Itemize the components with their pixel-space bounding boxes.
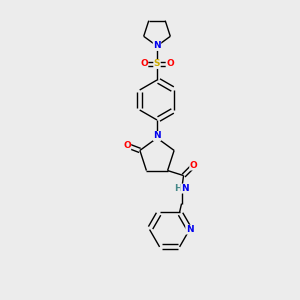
Text: O: O bbox=[140, 59, 148, 68]
Text: N: N bbox=[153, 131, 161, 140]
Text: O: O bbox=[190, 161, 197, 170]
Text: H: H bbox=[174, 184, 182, 193]
Text: O: O bbox=[123, 141, 131, 150]
Text: S: S bbox=[154, 59, 160, 68]
Text: O: O bbox=[166, 59, 174, 68]
Text: N: N bbox=[181, 184, 188, 193]
Text: N: N bbox=[186, 225, 194, 234]
Text: N: N bbox=[153, 41, 161, 50]
